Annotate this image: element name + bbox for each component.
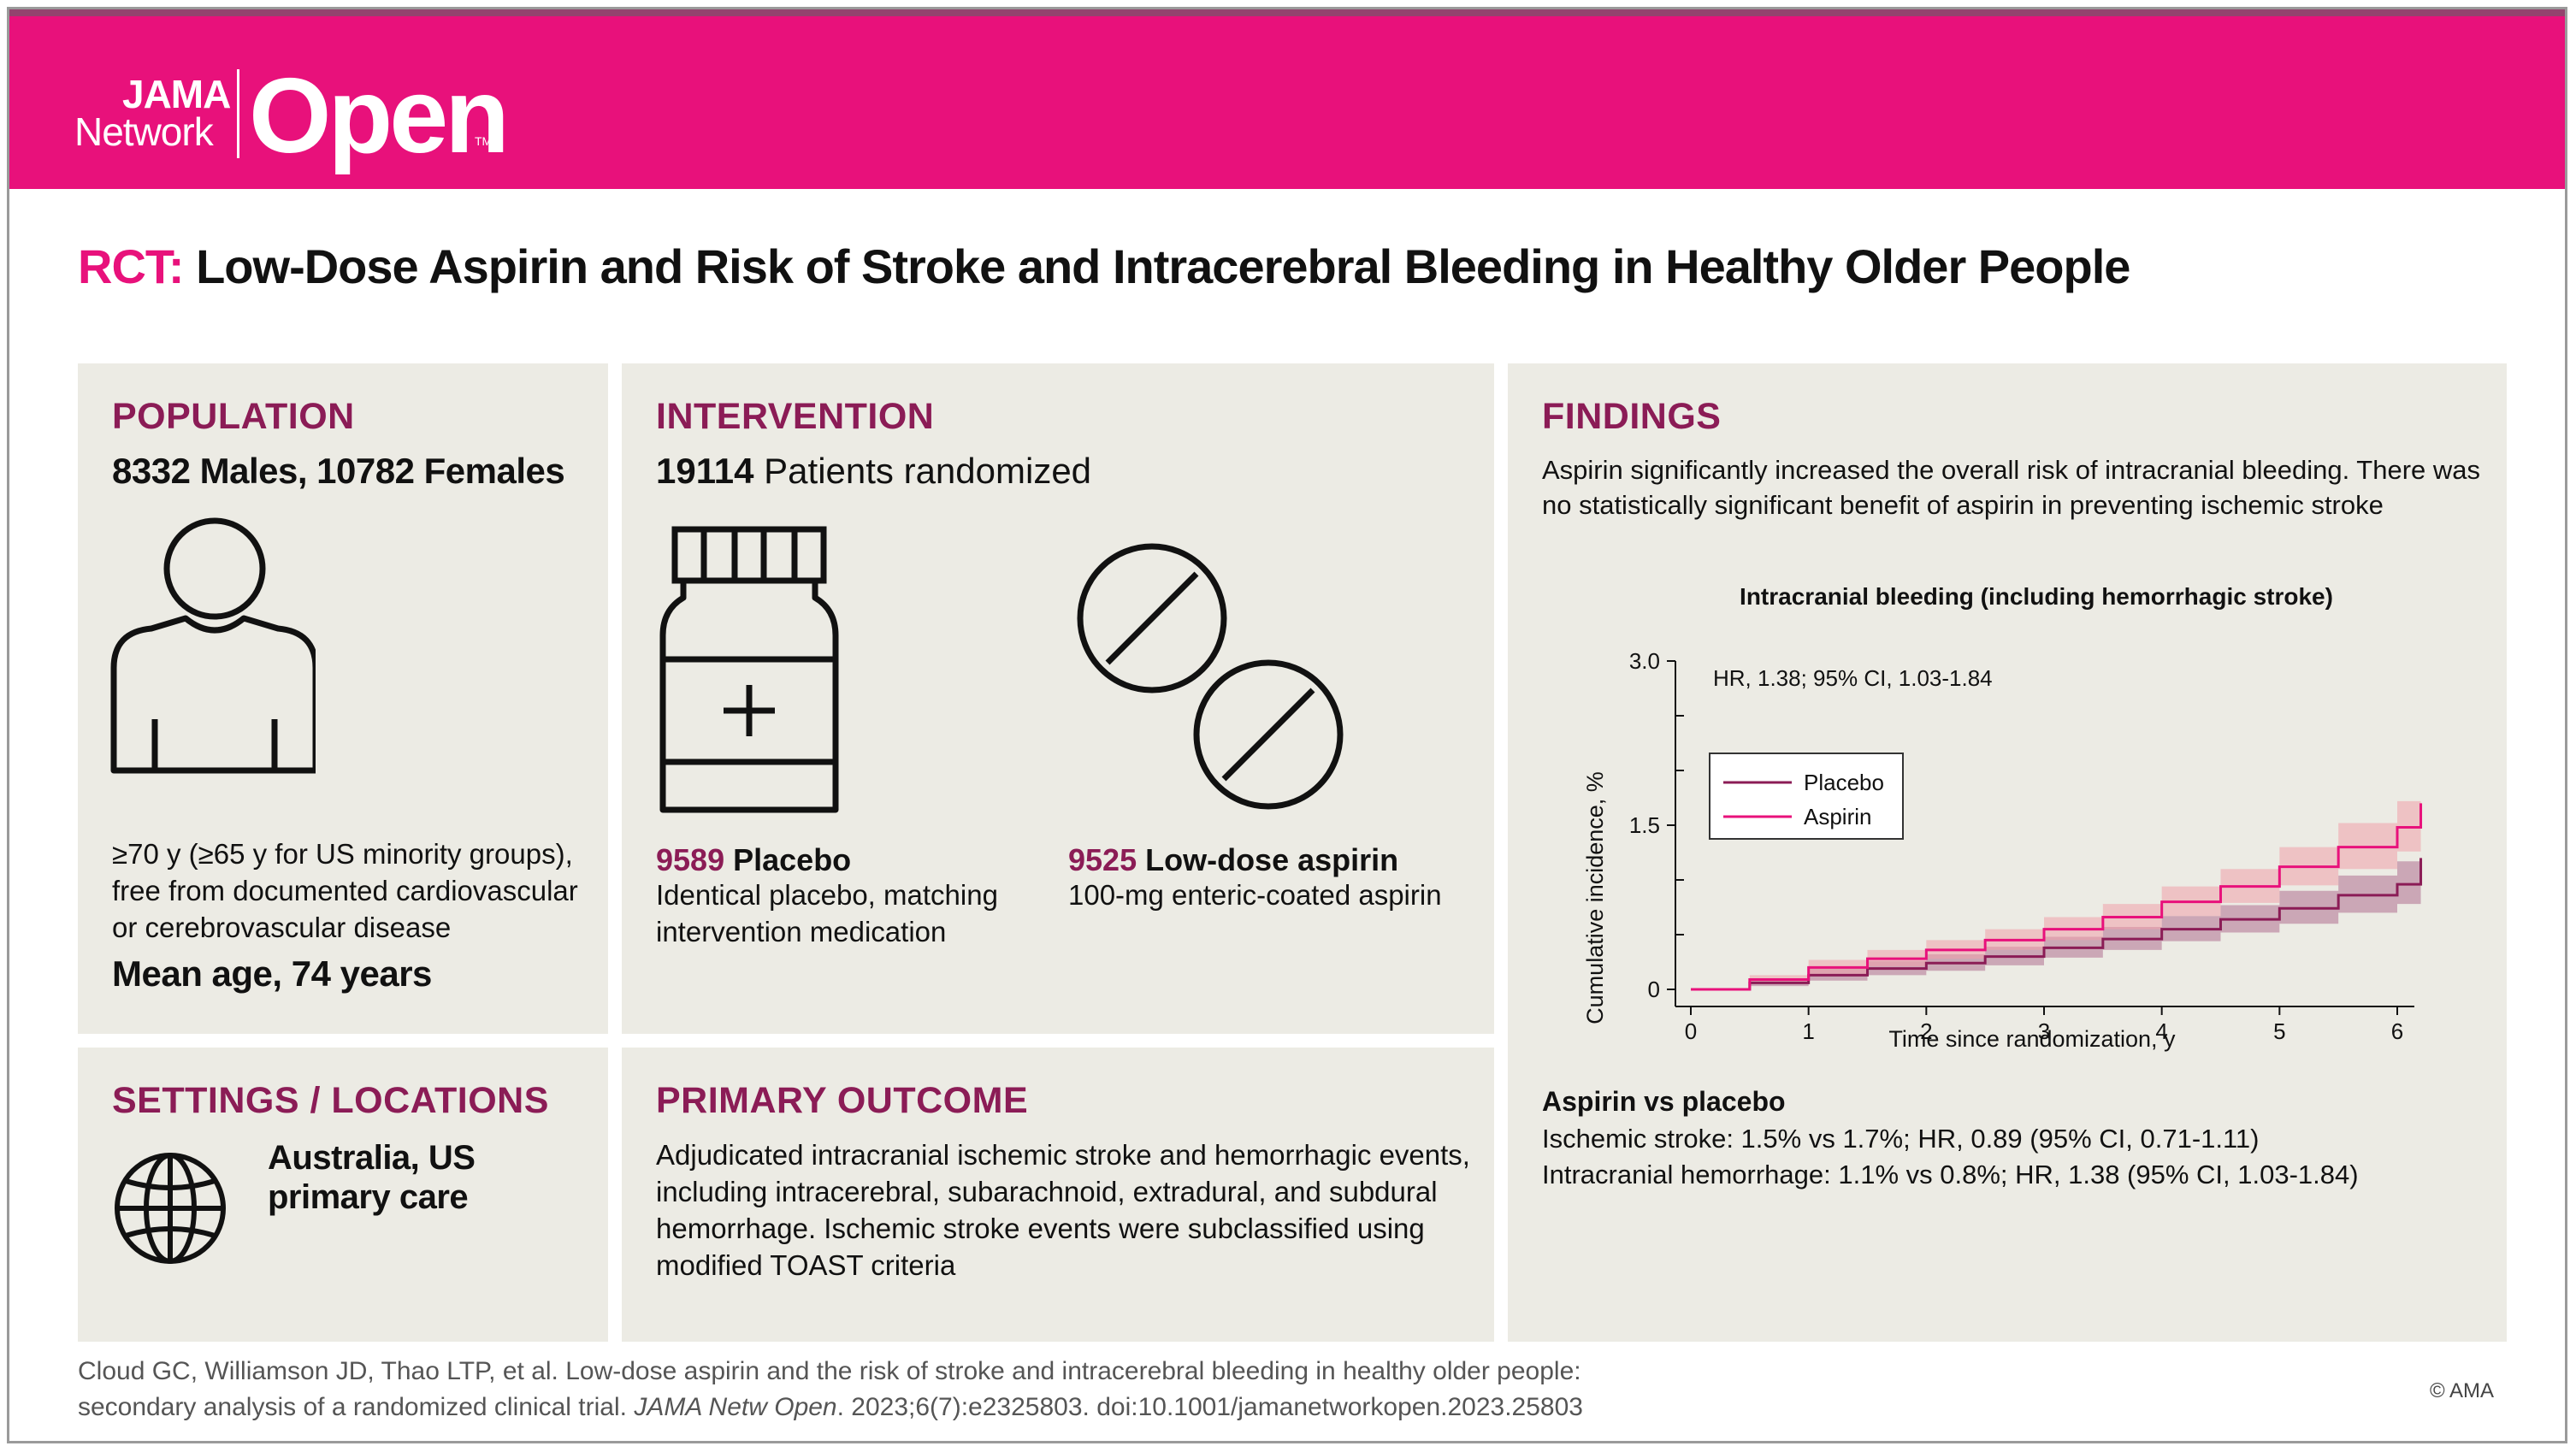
primary-outcome-panel: PRIMARY OUTCOME Adjudicated intracranial… xyxy=(622,1048,1494,1342)
comparison-results: Ischemic stroke: 1.5% vs 1.7%; HR, 0.89 … xyxy=(1542,1121,2359,1193)
ci-band-placebo xyxy=(1691,830,2421,989)
citation-text: secondary analysis of a randomized clini… xyxy=(78,1393,627,1421)
ci-band-aspirin xyxy=(1691,759,2421,989)
population-criteria: ≥70 y (≥65 y for US minority groups), fr… xyxy=(112,835,578,946)
randomized-total: 19114 Patients randomized xyxy=(656,451,1091,492)
comparison-line: Ischemic stroke: 1.5% vs 1.7%; HR, 0.89 … xyxy=(1542,1124,2260,1154)
findings-summary: Aspirin significantly increased the over… xyxy=(1542,452,2480,522)
citation: Cloud GC, Williamson JD, Thao LTP, et al… xyxy=(78,1354,1583,1425)
x-tick-label: 1 xyxy=(1802,1018,1814,1044)
y-tick-label: 0 xyxy=(1648,977,1660,1002)
mean-age: Mean age, 74 years xyxy=(112,953,432,994)
comparison-line: Intracranial hemorrhage: 1.1% vs 0.8%; H… xyxy=(1542,1160,2359,1189)
summary-line: no statistically significant benefit of … xyxy=(1542,490,2384,520)
outcome-line: Adjudicated intracranial ischemic stroke… xyxy=(656,1139,1470,1171)
population-counts: 8332 Males, 10782 Females xyxy=(112,451,565,491)
randomized-label: Patients randomized xyxy=(764,451,1092,491)
x-tick-label: 0 xyxy=(1685,1018,1697,1044)
citation-line: Cloud GC, Williamson JD, Thao LTP, et al… xyxy=(78,1357,1581,1385)
placebo-count: 9589 xyxy=(656,842,725,877)
citation-doi: . 2023;6(7):e2325803. doi:10.1001/jamane… xyxy=(836,1393,1583,1421)
primary-outcome-heading: PRIMARY OUTCOME xyxy=(656,1080,1029,1121)
infographic-frame: JAMA Network Open TM RCT: Low-Dose Aspir… xyxy=(7,7,2567,1443)
criteria-line: or cerebrovascular disease xyxy=(112,912,452,943)
km-chart: Intracranial bleeding (including hemorrh… xyxy=(1582,583,2423,1052)
citation-line-2: secondary analysis of a randomized clini… xyxy=(78,1390,1583,1425)
legend-label-placebo: Placebo xyxy=(1804,770,1884,795)
logo-divider xyxy=(237,69,239,158)
title-prefix: RCT: xyxy=(78,239,185,293)
settings-line: Australia, US xyxy=(268,1139,476,1177)
settings-location: Australia, US primary care xyxy=(268,1138,476,1217)
chart-plot-area: 0 1 2 3 4 5 6 0 1.5 3.0 xyxy=(1629,648,2423,1044)
aspirin-arm: 9525 Low-dose aspirin xyxy=(1068,842,1398,878)
y-tick-label: 1.5 xyxy=(1629,812,1660,838)
series-line-aspirin xyxy=(1691,803,2423,991)
x-tick-label: 3 xyxy=(2038,1018,2050,1044)
page-title: RCT: Low-Dose Aspirin and Risk of Stroke… xyxy=(78,239,2130,294)
x-tick-label: 2 xyxy=(1920,1018,1932,1044)
chart-legend-box xyxy=(1709,753,1904,840)
logo-network: Network xyxy=(74,109,214,154)
header-banner: JAMA Network Open TM xyxy=(9,9,2565,189)
placebo-label: Placebo xyxy=(733,842,852,877)
citation-journal: JAMA Netw Open xyxy=(634,1393,837,1421)
x-tick-label: 4 xyxy=(2155,1018,2167,1044)
globe-icon xyxy=(115,1153,226,1264)
pill-bottle-icon xyxy=(659,526,839,813)
copyright: © AMA xyxy=(2430,1379,2495,1402)
settings-line: primary care xyxy=(268,1178,469,1216)
outcome-line: hemorrhage. Ischemic stroke events were … xyxy=(656,1213,1425,1244)
chart-x-axis-label: Time since randomization, y xyxy=(1888,1026,2176,1052)
outcome-line: modified TOAST criteria xyxy=(656,1249,956,1281)
logo-open: Open xyxy=(249,57,510,175)
outcome-line: including intracerebral, subarachnoid, e… xyxy=(656,1176,1438,1207)
primary-outcome-text: Adjudicated intracranial ischemic stroke… xyxy=(656,1136,1470,1284)
intervention-panel: INTERVENTION 19114 Patients randomized 9… xyxy=(622,363,1494,1034)
chart-title: Intracranial bleeding (including hemorrh… xyxy=(1740,583,2333,610)
population-heading: POPULATION xyxy=(112,396,355,437)
logo-jama: JAMA xyxy=(122,72,231,116)
randomized-count: 19114 xyxy=(656,451,754,491)
settings-heading: SETTINGS / LOCATIONS xyxy=(112,1080,549,1121)
findings-panel: FINDINGS Aspirin significantly increased… xyxy=(1508,363,2507,1342)
tablets-icon xyxy=(1077,543,1344,810)
population-panel: POPULATION 8332 Males, 10782 Females ≥70… xyxy=(78,363,608,1034)
aspirin-desc-line: 100-mg enteric-coated aspirin xyxy=(1068,879,1442,911)
aspirin-count: 9525 xyxy=(1068,842,1137,877)
person-icon xyxy=(110,517,316,774)
chart-annotation: HR, 1.38; 95% CI, 1.03-1.84 xyxy=(1713,665,1993,691)
logo-trademark: TM xyxy=(475,134,493,148)
legend-label-aspirin: Aspirin xyxy=(1804,804,1871,829)
comparison-heading: Aspirin vs placebo xyxy=(1542,1086,1786,1117)
settings-panel: SETTINGS / LOCATIONS Australia, US prima… xyxy=(78,1048,608,1342)
x-tick-label: 5 xyxy=(2273,1018,2285,1044)
y-tick-label: 3.0 xyxy=(1629,648,1660,674)
criteria-line: free from documented cardiovascular xyxy=(112,875,578,906)
aspirin-label: Low-dose aspirin xyxy=(1145,842,1399,877)
intervention-heading: INTERVENTION xyxy=(656,396,935,437)
x-tick-label: 6 xyxy=(2391,1018,2403,1044)
placebo-description: Identical placebo, matching intervention… xyxy=(656,877,998,950)
aspirin-description: 100-mg enteric-coated aspirin xyxy=(1068,877,1442,913)
placebo-desc-line: intervention medication xyxy=(656,916,947,947)
title-text: Low-Dose Aspirin and Risk of Stroke and … xyxy=(196,239,2130,293)
criteria-line: ≥70 y (≥65 y for US minority groups), xyxy=(112,838,573,870)
placebo-arm: 9589 Placebo xyxy=(656,842,851,878)
summary-line: Aspirin significantly increased the over… xyxy=(1542,455,2481,485)
placebo-desc-line: Identical placebo, matching xyxy=(656,879,998,911)
chart-y-axis-label: Cumulative incidence, % xyxy=(1582,771,1608,1024)
findings-heading: FINDINGS xyxy=(1542,396,1722,437)
series-line-placebo xyxy=(1691,858,2423,991)
